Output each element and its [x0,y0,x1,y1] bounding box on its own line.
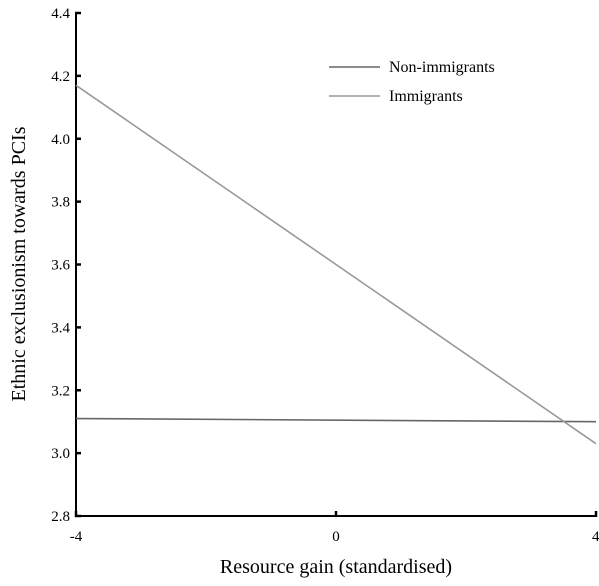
x-tick-label: -4 [70,529,83,545]
series [75,84,597,445]
y-tick-label: 4.0 [51,132,70,148]
legend-label: Non-immigrants [389,59,495,76]
y-axis-title: Ethnic exclusionism towards PCIs [8,126,30,401]
series-line-non-immigrants [75,417,597,423]
x-axis-title: Resource gain (standardised) [220,556,452,578]
y-tick-label: 3.6 [51,258,70,274]
series-line-immigrants [75,84,597,445]
y-tick-label: 2.8 [51,509,70,525]
y-tick-label: 4.4 [51,6,70,22]
x-tick-label: 4 [592,529,599,545]
legend: Non-immigrants Immigrants [329,59,495,105]
y-tick-label: 3.8 [51,195,70,211]
legend-label: Immigrants [389,88,463,105]
x-tick-label: 0 [332,529,340,545]
y-tick-label: 4.2 [51,69,70,85]
y-tick-label: 3.2 [51,383,70,399]
y-tick-label: 3.4 [51,320,70,336]
y-tick-label: 3.0 [51,446,70,462]
ticks: 2.8 3.0 3.2 3.4 3.6 3.8 4.0 4.2 4.4 -4 0 4 [51,6,599,545]
